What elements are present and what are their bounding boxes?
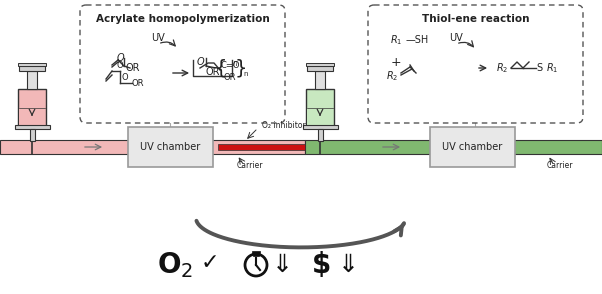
Text: n: n [233, 59, 238, 68]
Text: $R_1$: $R_1$ [546, 61, 559, 75]
Text: +: + [391, 56, 402, 69]
Text: ⇓: ⇓ [338, 253, 359, 277]
Text: O: O [117, 61, 123, 71]
Bar [19, 66, 45, 71]
Bar [0, 140, 305, 154]
Bar [253, 253, 259, 256]
Text: $R_2$: $R_2$ [386, 69, 399, 83]
Text: Carrier: Carrier [547, 161, 573, 171]
Text: $\mathdefault{\{}$: $\mathdefault{\{}$ [214, 57, 226, 79]
Bar [218, 144, 305, 150]
FancyBboxPatch shape [368, 5, 583, 123]
Text: UV chamber: UV chamber [442, 142, 503, 152]
Bar [308, 66, 332, 71]
Bar [26, 71, 37, 89]
Text: O: O [116, 53, 124, 63]
Text: Acrylate homopolymerization: Acrylate homopolymerization [96, 14, 269, 24]
Text: OR: OR [126, 63, 140, 73]
Text: $\mathdefault{\}}$: $\mathdefault{\}}$ [234, 57, 246, 79]
Text: ⇓: ⇓ [272, 253, 293, 277]
Bar [18, 89, 46, 127]
Bar [29, 129, 34, 141]
Bar [306, 89, 334, 127]
Bar [19, 108, 45, 126]
Bar [252, 251, 260, 253]
Text: Carrier: Carrier [237, 161, 263, 171]
Text: UV: UV [449, 33, 463, 43]
Text: O$_2$: O$_2$ [157, 250, 193, 280]
Text: OR: OR [206, 67, 220, 77]
Text: UV: UV [151, 33, 165, 43]
Bar [315, 71, 325, 89]
Text: O: O [196, 57, 204, 67]
Text: O₂ inhibitor: O₂ inhibitor [262, 121, 306, 131]
Bar [128, 127, 213, 167]
Text: O: O [121, 73, 128, 81]
Bar [14, 125, 49, 129]
Bar [307, 108, 333, 126]
Text: S: S [536, 63, 542, 73]
Text: ✓: ✓ [200, 253, 219, 273]
Text: UV chamber: UV chamber [140, 142, 200, 152]
Bar [302, 125, 338, 129]
Text: OR: OR [224, 74, 236, 83]
Bar [306, 63, 334, 66]
Bar [305, 140, 602, 154]
Text: OR: OR [132, 78, 144, 88]
Bar [18, 63, 46, 66]
Text: C=O: C=O [220, 61, 240, 71]
Text: $R_1$: $R_1$ [390, 33, 402, 47]
Text: —SH: —SH [406, 35, 429, 45]
Circle shape [246, 255, 266, 275]
Text: $R_2$: $R_2$ [496, 61, 508, 75]
Text: $: $ [312, 251, 332, 279]
FancyBboxPatch shape [80, 5, 285, 123]
Bar [317, 129, 323, 141]
Text: n: n [243, 71, 247, 77]
Text: Thiol-ene reaction: Thiol-ene reaction [422, 14, 529, 24]
Bar [430, 127, 515, 167]
